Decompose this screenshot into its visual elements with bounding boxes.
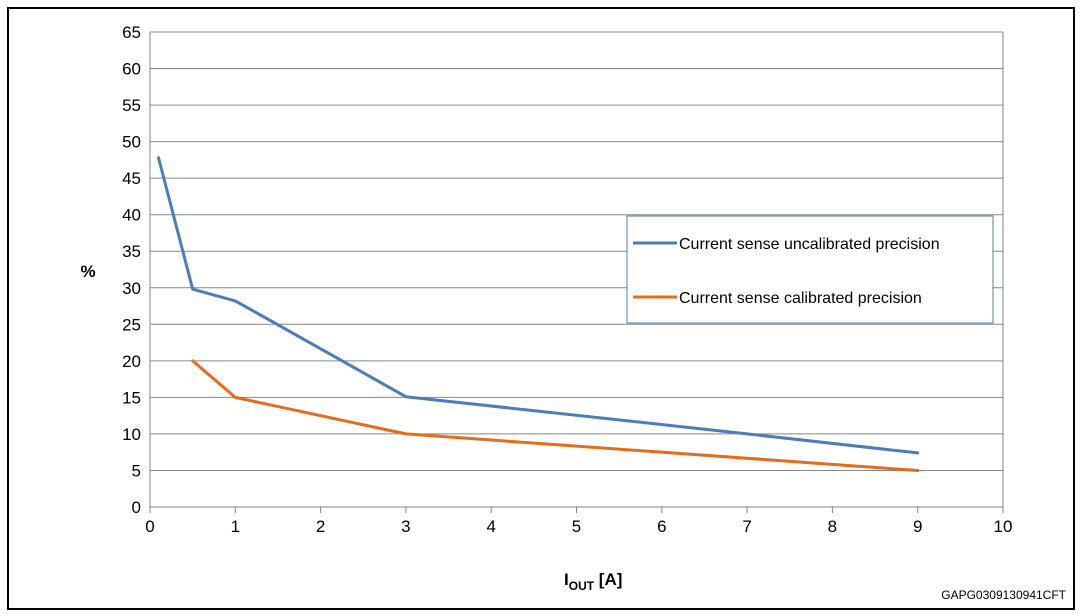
x-tick-label-2: 2: [316, 517, 325, 536]
y-tick-label-25: 25: [122, 315, 141, 334]
y-tick-label-10: 10: [122, 425, 141, 444]
x-tick-label-5: 5: [572, 517, 581, 536]
x-axis-title-subscript: OUT: [569, 579, 595, 593]
y-tick-label-5: 5: [132, 461, 141, 480]
y-tick-label-30: 30: [122, 279, 141, 298]
legend-label-uncalibrated: Current sense uncalibrated precision: [679, 236, 940, 253]
x-tick-label-7: 7: [742, 517, 751, 536]
legend-box: [626, 215, 994, 324]
y-tick-label-0: 0: [132, 498, 141, 517]
y-tick-label-45: 45: [122, 169, 141, 188]
y-axis-title: %: [80, 262, 95, 281]
x-tick-label-10: 10: [994, 517, 1013, 536]
x-tick-label-0: 0: [145, 517, 154, 536]
x-tick-label-3: 3: [401, 517, 410, 536]
legend-label-calibrated: Current sense calibrated precision: [679, 290, 922, 307]
y-tick-label-55: 55: [122, 96, 141, 115]
y-tick-label-50: 50: [122, 133, 141, 152]
series-line-1: [191, 359, 920, 472]
gridlines: [149, 31, 1004, 513]
y-tick-label-15: 15: [122, 388, 141, 407]
series-line-0: [157, 156, 920, 455]
y-tick-label-20: 20: [122, 352, 141, 371]
x-axis-title-unit: [A]: [594, 570, 622, 589]
x-tick-label-1: 1: [231, 517, 240, 536]
y-tick-labels: 0 5 10 15 20 25 30 35 40 45 50 55 60 65: [122, 23, 141, 517]
y-tick-label-40: 40: [122, 206, 141, 225]
legend: Current sense uncalibrated precision Cur…: [626, 215, 994, 324]
x-tick-labels: 0 1 2 3 4 5 6 7 8 9 10: [145, 517, 1012, 536]
x-tick-label-4: 4: [486, 517, 495, 536]
y-tick-label-35: 35: [122, 242, 141, 261]
y-tick-label-65: 65: [122, 23, 141, 42]
x-axis-title: IOUT [A]: [564, 570, 622, 593]
y-tick-label-60: 60: [122, 60, 141, 79]
x-axis-title-main: I: [564, 570, 569, 589]
x-tick-label-6: 6: [657, 517, 666, 536]
x-tick-label-9: 9: [913, 517, 922, 536]
chart-frame: 0 5 10 15 20 25 30 35 40 45 50 55 60 65 0 1 2 3 4 5 6 7 8 9 10 …: [7, 7, 1075, 610]
data-series: [157, 156, 920, 472]
figure-code: GAPG0309130941CFT: [941, 588, 1066, 602]
x-tick-label-8: 8: [828, 517, 837, 536]
